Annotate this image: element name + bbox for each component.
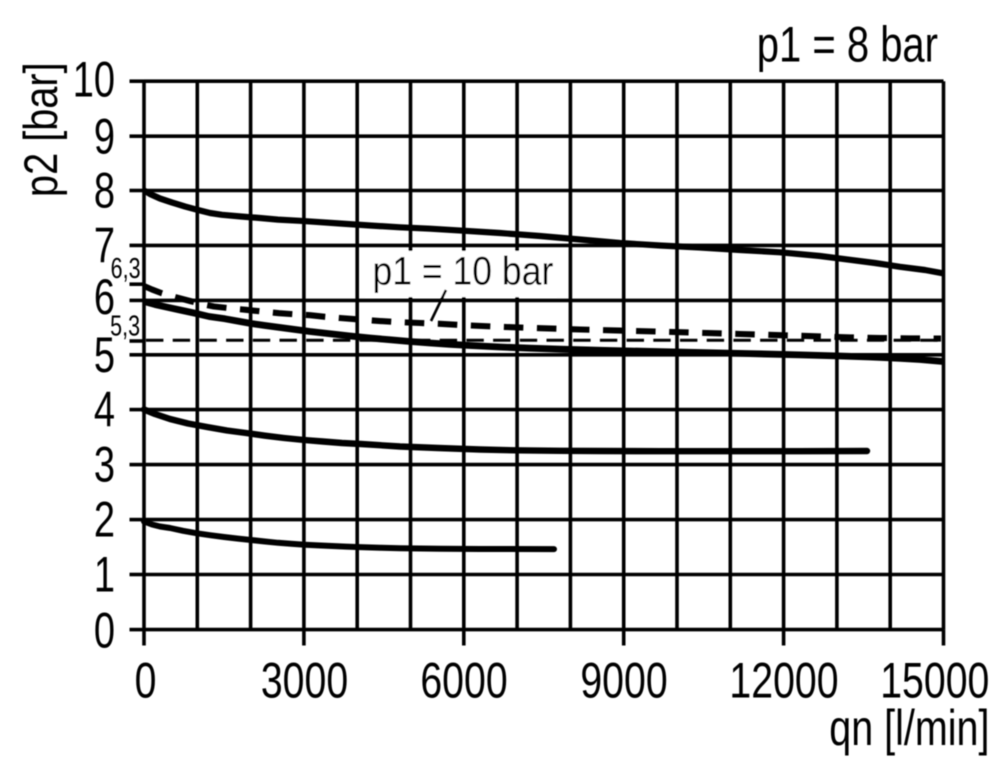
svg-text:15000: 15000 (880, 652, 989, 709)
svg-text:6000: 6000 (420, 652, 507, 709)
svg-text:2: 2 (94, 493, 115, 548)
svg-text:5: 5 (94, 328, 115, 383)
svg-text:9000: 9000 (580, 652, 667, 709)
svg-text:p2 [bar]: p2 [bar] (16, 62, 68, 197)
svg-text:3000: 3000 (261, 652, 348, 709)
svg-text:12000: 12000 (729, 652, 838, 709)
svg-text:3: 3 (94, 438, 115, 493)
svg-text:9: 9 (94, 109, 115, 164)
svg-text:6: 6 (94, 270, 115, 325)
svg-text:5,3: 5,3 (110, 310, 140, 342)
svg-text:8: 8 (94, 164, 115, 219)
svg-text:qn [l/min]: qn [l/min] (829, 700, 989, 757)
svg-text:0: 0 (94, 604, 115, 659)
svg-text:p1 = 8 bar: p1 = 8 bar (757, 16, 938, 72)
svg-text:7: 7 (94, 218, 115, 273)
svg-text:0: 0 (135, 652, 157, 709)
svg-text:1: 1 (94, 547, 115, 602)
svg-text:6,3: 6,3 (111, 253, 141, 285)
svg-text:4: 4 (94, 383, 115, 438)
svg-text:p1 = 10 bar: p1 = 10 bar (373, 249, 554, 293)
svg-text:10: 10 (73, 53, 115, 108)
